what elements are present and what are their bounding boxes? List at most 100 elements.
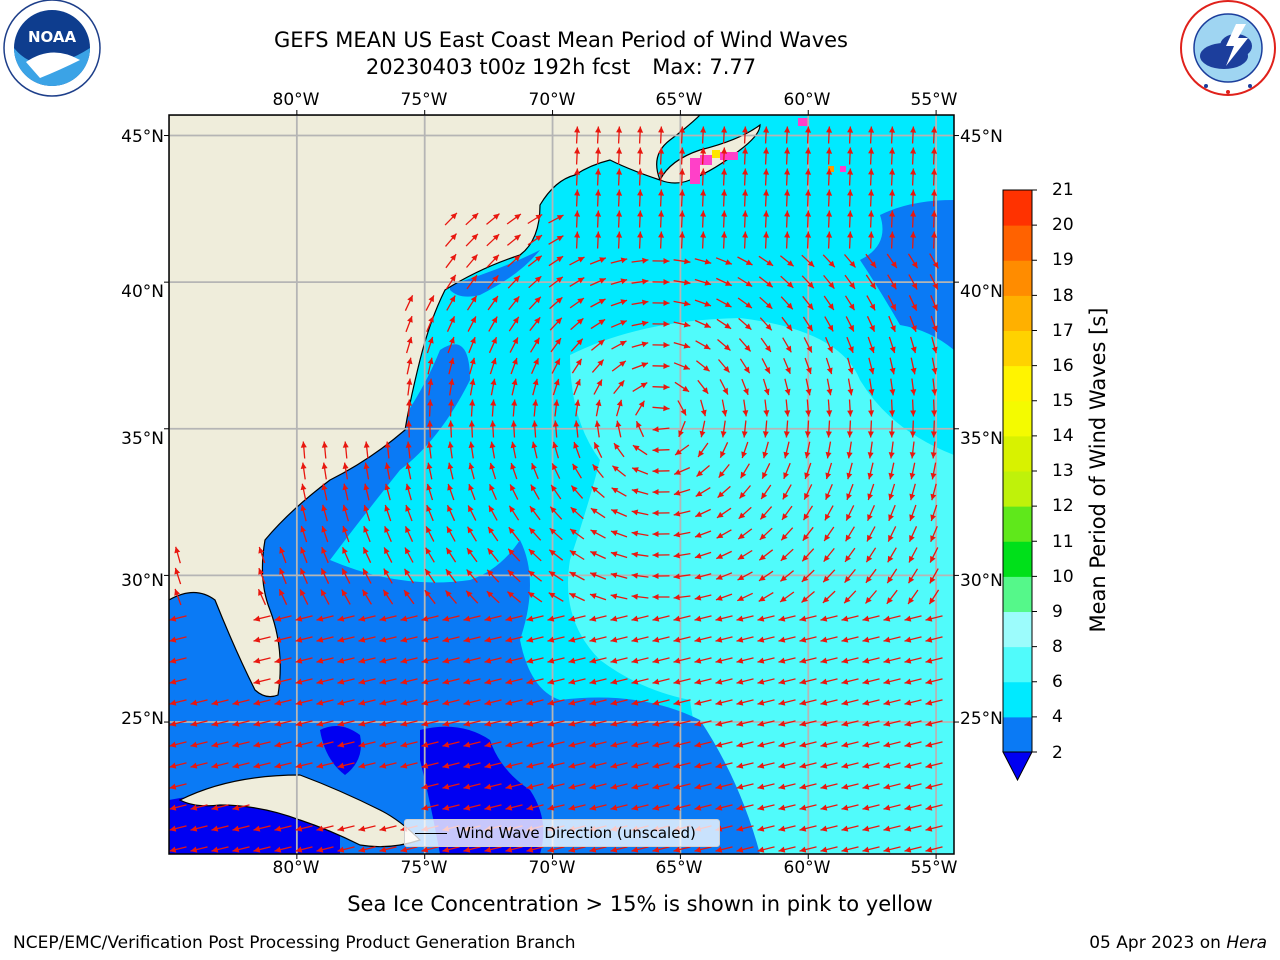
wave-direction-arrowhead bbox=[575, 379, 581, 386]
colorbar-tick: 6 bbox=[1052, 672, 1063, 692]
wave-direction-arrowhead bbox=[820, 741, 828, 748]
wave-direction-arrowhead bbox=[682, 385, 690, 392]
wave-direction-arrowhead bbox=[715, 720, 723, 727]
wave-direction-arrowhead bbox=[295, 678, 303, 685]
wave-direction-arrowhead bbox=[778, 846, 786, 853]
wave-direction-arrowhead bbox=[232, 741, 240, 748]
wave-direction-arrowhead bbox=[279, 547, 285, 554]
wave-direction-arrowhead bbox=[869, 346, 875, 353]
wave-direction-arrowhead bbox=[421, 783, 429, 790]
wave-direction-arrowhead bbox=[704, 322, 711, 328]
wave-direction-arrowhead bbox=[553, 399, 560, 406]
wave-direction-arrowhead bbox=[611, 487, 619, 494]
wave-direction-arrowhead bbox=[778, 720, 786, 727]
wave-direction-arrowhead bbox=[534, 317, 541, 324]
wave-direction-arrowhead bbox=[684, 258, 691, 265]
wave-direction-arrowhead bbox=[865, 576, 872, 583]
wave-direction-arrowhead bbox=[342, 462, 349, 469]
wave-direction-arrowhead bbox=[930, 514, 936, 521]
wave-direction-arrowhead bbox=[576, 338, 583, 346]
wave-direction-arrowhead bbox=[448, 357, 455, 365]
wave-direction-arrowhead bbox=[300, 589, 306, 597]
wave-direction-arrowhead bbox=[736, 783, 744, 790]
wave-direction-arrowhead bbox=[720, 451, 726, 458]
wave-direction-arrowhead bbox=[490, 378, 497, 386]
wave-direction-arrowhead bbox=[674, 469, 681, 475]
wave-direction-arrowhead bbox=[358, 615, 366, 622]
wave-direction-arrowhead bbox=[845, 534, 852, 542]
wave-direction-arrowhead bbox=[466, 590, 473, 598]
wave-direction-arrowhead bbox=[589, 636, 597, 643]
wave-direction-arrowhead bbox=[169, 636, 177, 643]
wave-direction-arrowhead bbox=[827, 346, 833, 353]
wave-direction-arrowhead bbox=[868, 210, 875, 217]
wave-direction-arrowhead bbox=[363, 441, 370, 448]
wave-direction-arrowhead bbox=[616, 147, 623, 154]
wave-direction-arrowhead bbox=[594, 420, 601, 427]
wave-direction-arrowhead bbox=[358, 657, 366, 664]
wave-direction-arrowhead bbox=[469, 357, 476, 365]
wave-direction-arrowhead bbox=[568, 783, 576, 790]
wave-direction-arrowhead bbox=[508, 527, 515, 534]
footer-organization: NCEP/EMC/Verification Post Processing Pr… bbox=[13, 933, 576, 953]
wave-direction-arrowhead bbox=[190, 846, 198, 853]
wave-direction-arrowhead bbox=[379, 615, 387, 622]
wave-direction-arrowhead bbox=[526, 699, 534, 706]
wave-direction-arrowhead bbox=[253, 678, 261, 685]
wave-direction-arrowhead bbox=[780, 575, 787, 582]
wave-direction-arrowhead bbox=[505, 762, 513, 769]
wave-direction-arrowhead bbox=[930, 555, 936, 563]
wave-direction-arrowhead bbox=[253, 741, 261, 748]
wave-direction-arrowhead bbox=[887, 555, 894, 563]
wave-direction-arrowhead bbox=[526, 615, 534, 622]
wave-direction-arrowhead bbox=[696, 470, 703, 477]
wave-direction-arrowhead bbox=[552, 420, 559, 427]
wave-direction-arrowhead bbox=[862, 699, 870, 706]
wave-direction-arrowhead bbox=[931, 168, 938, 175]
colorbar-tick: 19 bbox=[1052, 250, 1074, 270]
wave-direction-arrowhead bbox=[295, 615, 303, 622]
wave-direction-arrowhead bbox=[741, 431, 748, 438]
wave-direction-arrowhead bbox=[638, 400, 645, 408]
noaa-logo: NOAA bbox=[3, 0, 101, 97]
wave-direction-arrowhead bbox=[632, 467, 639, 473]
wave-direction-arrowhead bbox=[910, 410, 917, 417]
wave-direction-arrowhead bbox=[910, 389, 917, 396]
wave-direction-arrowhead bbox=[925, 804, 933, 811]
wave-direction-arrowhead bbox=[883, 804, 891, 811]
wave-direction-arrowhead bbox=[652, 573, 659, 579]
wave-direction-arrowhead bbox=[652, 510, 659, 516]
wave-direction-arrowhead bbox=[825, 451, 832, 459]
wave-direction-arrowhead bbox=[804, 492, 810, 500]
wave-direction-arrowhead bbox=[526, 762, 534, 769]
footer-machine: Hera bbox=[1226, 933, 1267, 953]
wave-direction-arrowhead bbox=[532, 378, 539, 386]
wave-direction-arrowhead bbox=[807, 260, 815, 267]
wave-direction-arrowhead bbox=[552, 463, 558, 471]
wave-direction-arrowhead bbox=[799, 846, 807, 853]
wave-direction-arrowhead bbox=[595, 399, 602, 407]
wave-direction-arrowhead bbox=[556, 256, 564, 263]
wave-direction-arrowhead bbox=[883, 783, 891, 790]
colorbar-segment bbox=[1003, 225, 1032, 261]
wave-direction-arrowhead bbox=[589, 846, 597, 853]
wave-direction-arrowhead bbox=[253, 615, 261, 622]
wave-direction-arrowhead bbox=[778, 657, 786, 664]
wave-direction-arrowhead bbox=[757, 699, 765, 706]
wave-direction-arrowhead bbox=[637, 126, 644, 133]
wave-direction-arrowhead bbox=[673, 594, 680, 601]
wave-direction-arrowhead bbox=[820, 762, 828, 769]
wave-direction-arrowhead bbox=[825, 493, 831, 500]
wave-direction-arrowhead bbox=[820, 678, 828, 685]
wave-direction-arrowhead bbox=[847, 410, 854, 417]
wave-direction-arrowhead bbox=[295, 636, 303, 643]
wave-direction-arrowhead bbox=[406, 378, 413, 385]
wave-direction-arrowhead bbox=[673, 489, 681, 496]
wave-direction-arrowhead bbox=[174, 589, 180, 596]
wave-direction-arrowhead bbox=[883, 846, 891, 853]
wave-direction-arrowhead bbox=[442, 678, 450, 685]
wave-direction-arrowhead bbox=[742, 168, 749, 175]
wave-direction-arrowhead bbox=[778, 678, 786, 685]
wave-direction-arrowhead bbox=[931, 210, 938, 217]
wave-direction-arrowhead bbox=[715, 741, 723, 748]
